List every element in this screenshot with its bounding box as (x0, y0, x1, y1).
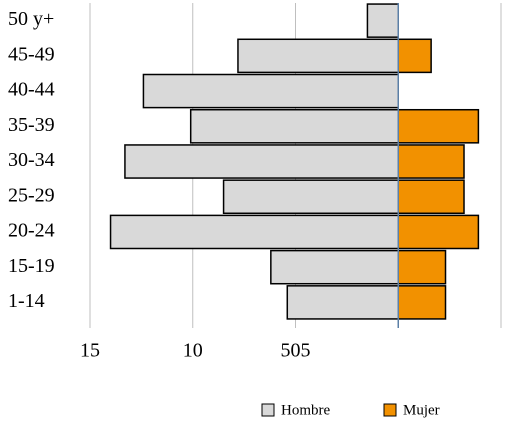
x-tick-label: 10 (183, 340, 203, 362)
bar (286, 285, 399, 320)
y-tick-label: 35-39 (8, 114, 55, 136)
bar (189, 108, 399, 144)
bar (124, 144, 399, 179)
bar (397, 214, 480, 250)
bar (397, 144, 465, 179)
bar (397, 108, 480, 144)
y-tick-label: 50 y+ (8, 8, 54, 30)
bar (109, 214, 400, 250)
bar (142, 73, 399, 109)
bar (397, 38, 432, 74)
bar (397, 249, 447, 285)
legend-swatch (383, 403, 397, 417)
y-tick-label: 25-29 (8, 184, 55, 206)
y-tick-label: 20-24 (8, 220, 55, 242)
y-tick-label: 15-19 (8, 255, 55, 277)
x-tick-label: 505 (281, 340, 311, 362)
bar (237, 38, 399, 74)
y-tick-label: 30-34 (8, 149, 55, 171)
y-tick-label: 45-49 (8, 43, 55, 65)
bar (366, 3, 399, 38)
y-tick-label: 40-44 (8, 79, 55, 101)
legend-label: Mujer (403, 402, 440, 418)
bar (270, 249, 399, 285)
x-tick-label: 15 (80, 340, 100, 362)
bar (222, 179, 399, 215)
legend-swatch (261, 403, 275, 417)
bar (397, 179, 465, 215)
legend-label: Hombre (281, 402, 330, 418)
y-tick-label: 1-14 (8, 290, 45, 312)
bar (397, 285, 447, 320)
